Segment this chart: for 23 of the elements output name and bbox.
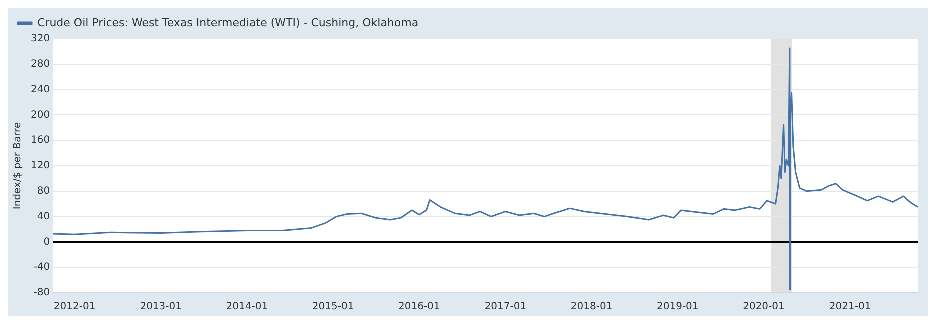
x-tick-label: 2012-01 — [54, 302, 96, 313]
x-tick-label: 2019-01 — [656, 302, 699, 313]
x-tick-label: 2021-01 — [829, 302, 872, 313]
y-axis-title: Index/$ per Barre — [12, 122, 24, 210]
y-tick-label: 320 — [30, 34, 50, 45]
x-tick-label: 2015-01 — [312, 302, 354, 313]
x-tick-label: 2020-01 — [743, 302, 785, 313]
y-tick-label: 120 — [30, 160, 50, 172]
x-tick-label: 2016-01 — [398, 302, 440, 313]
x-tick-label: 2017-01 — [484, 302, 527, 313]
y-tick-label: -80 — [34, 288, 50, 299]
y-tick-label: 80 — [37, 186, 50, 197]
y-tick-label: 280 — [30, 58, 50, 70]
x-tick-label: 2014-01 — [226, 302, 268, 313]
y-tick-label: 160 — [30, 135, 50, 146]
x-tick-label: 2018-01 — [570, 302, 613, 313]
y-tick-label: 200 — [30, 110, 50, 121]
y-tick-label: 40 — [37, 211, 50, 222]
y-tick-label: -40 — [34, 262, 50, 274]
legend-label: Crude Oil Prices: West Texas Intermediate (WTI) - Cushing, Oklahoma — [38, 16, 419, 30]
y-tick-label: 0 — [44, 236, 50, 248]
x-tick-label: 2013-01 — [140, 302, 182, 313]
y-tick-label: 240 — [30, 84, 50, 96]
